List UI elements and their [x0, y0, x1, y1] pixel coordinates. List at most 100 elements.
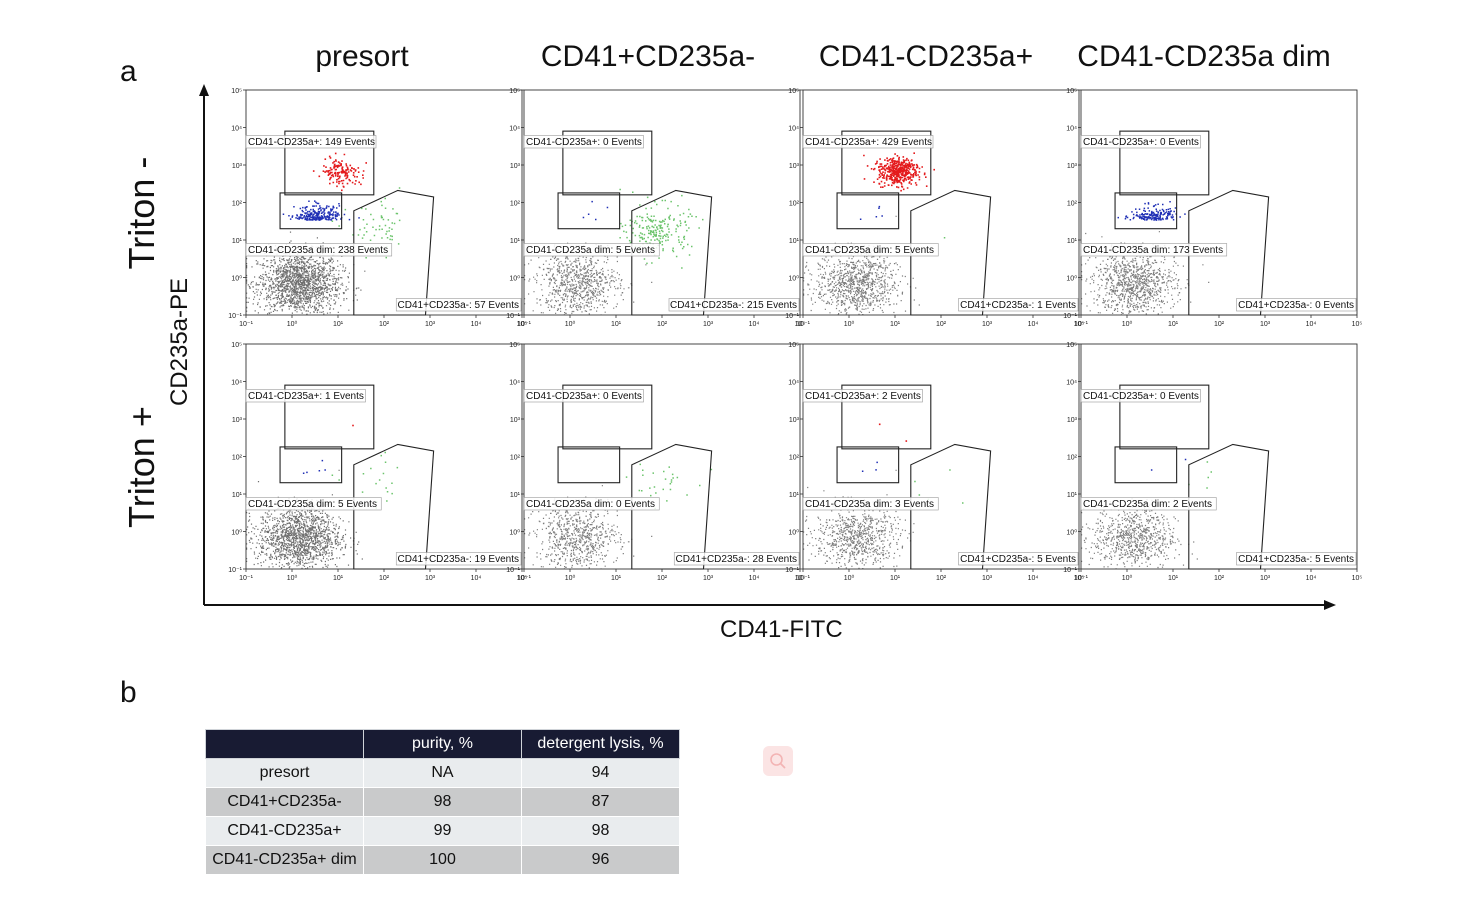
y-tick-label: 10⁴ [1066, 380, 1077, 387]
plot-panel: 10⁻¹10⁻¹10⁰10⁰10¹10¹10²10²10³10³10⁴10⁴10… [785, 88, 1084, 328]
column-title-cd235apos: CD41-CD235a+ [818, 40, 1034, 73]
x-tick-label: 10⁴ [749, 321, 760, 328]
svg-text:CD41-CD235a dim: 2 Events: CD41-CD235a dim: 2 Events [1083, 499, 1212, 510]
gate-label-cd41: CD41+CD235a-: 57 Events [395, 298, 522, 312]
cd235a-positive-events [312, 152, 367, 192]
y-tick-label: 10² [510, 201, 521, 208]
gate-label-dim: CD41-CD235a dim: 3 Events [802, 497, 939, 511]
cd235a-dim-events [1117, 201, 1186, 221]
gate-cd235a-dim [279, 446, 343, 484]
zoom-search-icon[interactable] [763, 746, 793, 776]
scatter-points [803, 423, 964, 569]
x-tick-label: 10⁵ [1074, 575, 1085, 582]
x-tick-label: 10⁻¹ [239, 575, 253, 582]
gate-label-positive: CD41-CD235a+: 0 Events [1080, 389, 1201, 403]
table-cell-purity: 99 [363, 816, 522, 846]
y-tick-label: 10³ [1067, 163, 1078, 170]
x-tick-label: 10² [936, 575, 947, 582]
x-tick-label: 10⁴ [1028, 575, 1039, 582]
x-tick-label: 10⁰ [1122, 574, 1133, 582]
event-cloud [246, 231, 366, 315]
svg-text:CD41-CD235a+: 2 Events: CD41-CD235a+: 2 Events [805, 391, 921, 402]
table-cell-lysis: 98 [521, 816, 680, 846]
table-cell-lysis: 87 [521, 787, 680, 817]
table-cell-lysis: 96 [521, 845, 680, 875]
y-tick-label: 10² [789, 455, 800, 462]
gate-label-positive: CD41-CD235a+: 0 Events [523, 389, 644, 403]
gate-label-positive: CD41-CD235a+: 429 Events [802, 135, 934, 149]
gate-label-cd41: CD41+CD235a-: 19 Events [395, 552, 522, 566]
gate-cd41-positive [1188, 443, 1270, 570]
x-tick-label: 10⁴ [749, 575, 760, 582]
y-tick-label: 10³ [1067, 417, 1078, 424]
x-tick-label: 10² [657, 575, 668, 582]
y-tick-label: 10⁴ [509, 126, 520, 133]
x-tick-label: 10¹ [333, 321, 344, 328]
gate-cd41-positive [353, 189, 435, 316]
svg-text:CD41-CD235a+: 1 Events: CD41-CD235a+: 1 Events [248, 391, 364, 402]
plot-panel: 10⁻¹10⁻¹10⁰10⁰10¹10¹10²10²10³10³10⁴10⁴10… [228, 88, 527, 328]
svg-text:CD41+CD235a-: 1 Events: CD41+CD235a-: 1 Events [960, 300, 1076, 311]
y-tick-label: 10¹ [789, 238, 800, 245]
gate-label-cd41: CD41+CD235a-: 1 Events [958, 298, 1079, 312]
x-tick-label: 10¹ [611, 321, 622, 328]
y-tick-label: 10² [1067, 201, 1078, 208]
y-tick-label: 10² [232, 455, 243, 462]
table-row: presort NA 94 [205, 758, 680, 788]
cd235a-dim-events [861, 461, 878, 472]
svg-text:CD41+CD235a-: 0 Events: CD41+CD235a-: 0 Events [1238, 300, 1354, 311]
y-tick-label: 10⁵ [1066, 88, 1077, 95]
table-cell-sample: presort [205, 758, 364, 788]
scatter-points [1081, 201, 1210, 315]
x-tick-label: 10¹ [333, 575, 344, 582]
y-tick-label: 10⁵ [509, 342, 520, 349]
x-tick-label: 10³ [425, 575, 436, 582]
y-tick-label: 10⁻¹ [506, 567, 520, 574]
x-tick-label: 10⁴ [1306, 321, 1317, 328]
gate-label-positive: CD41-CD235a+: 0 Events [523, 135, 644, 149]
y-tick-label: 10¹ [232, 492, 243, 499]
gate-cd235a-positive [841, 384, 932, 450]
gate-cd235a-dim [1114, 192, 1178, 230]
svg-text:CD41-CD235a dim: 238 Events: CD41-CD235a dim: 238 Events [248, 245, 388, 256]
cd235a-dim-events [859, 205, 883, 220]
table-header-lysis: detergent lysis, % [521, 729, 680, 759]
svg-text:CD41-CD235a dim: 3 Events: CD41-CD235a dim: 3 Events [805, 499, 934, 510]
table-cell-sample: CD41-CD235a+ dim [205, 845, 364, 875]
x-tick-label: 10³ [982, 575, 993, 582]
table-row: CD41+CD235a- 98 87 [205, 787, 680, 817]
gate-cd235a-dim [557, 446, 621, 484]
scatter-points [1081, 458, 1212, 569]
svg-text:CD41+CD235a-: 57 Events: CD41+CD235a-: 57 Events [398, 300, 519, 311]
event-cloud [524, 242, 653, 315]
gate-cd235a-positive [284, 384, 375, 450]
x-tick-label: 10² [1214, 321, 1225, 328]
x-tick-label: 10¹ [890, 575, 901, 582]
event-cloud [524, 485, 653, 569]
flow-cytometry-figure: 10⁻¹ 10⁻¹ 10⁰ 10⁰ 10¹ 10¹ 10² 10² 10³ 10³ 10⁴ 10⁴ 10… [199, 84, 1362, 610]
cd235a-dim-events [282, 200, 360, 221]
y-tick-label: 10⁻¹ [785, 313, 799, 320]
gate-cd41-positive [631, 443, 713, 570]
gate-label-cd41: CD41+CD235a-: 0 Events [1236, 298, 1357, 312]
y-tick-label: 10³ [232, 417, 243, 424]
x-tick-label: 10⁵ [517, 575, 528, 582]
x-tick-label: 10⁻¹ [1074, 321, 1088, 328]
plot-panel: 10⁻¹10⁻¹10⁰10⁰10¹10¹10²10²10³10³10⁴10⁴10… [506, 88, 805, 328]
x-tick-label: 10⁰ [844, 320, 855, 328]
x-tick-label: 10² [379, 321, 390, 328]
gate-cd235a-dim [557, 192, 621, 230]
x-tick-label: 10² [1214, 575, 1225, 582]
y-tick-label: 10⁰ [231, 275, 242, 283]
x-tick-label: 10⁴ [1028, 321, 1039, 328]
table-cell-sample: CD41+CD235a- [205, 787, 364, 817]
gate-cd41-positive [353, 443, 435, 570]
plot-panel: 10⁻¹10⁻¹10⁰10⁰10¹10¹10²10²10³10³10⁴10⁴10… [1063, 342, 1362, 582]
x-tick-label: 10⁵ [1352, 321, 1363, 328]
plot-panel: 10⁻¹10⁻¹10⁰10⁰10¹10¹10²10²10³10³10⁴10⁴10… [1063, 88, 1362, 328]
svg-text:CD41-CD235a dim: 5 Events: CD41-CD235a dim: 5 Events [248, 499, 377, 510]
x-tick-label: 10⁴ [1306, 575, 1317, 582]
y-tick-label: 10³ [510, 417, 521, 424]
svg-text:CD41+CD235a-: 19 Events: CD41+CD235a-: 19 Events [398, 554, 519, 565]
y-tick-label: 10⁵ [788, 88, 799, 95]
